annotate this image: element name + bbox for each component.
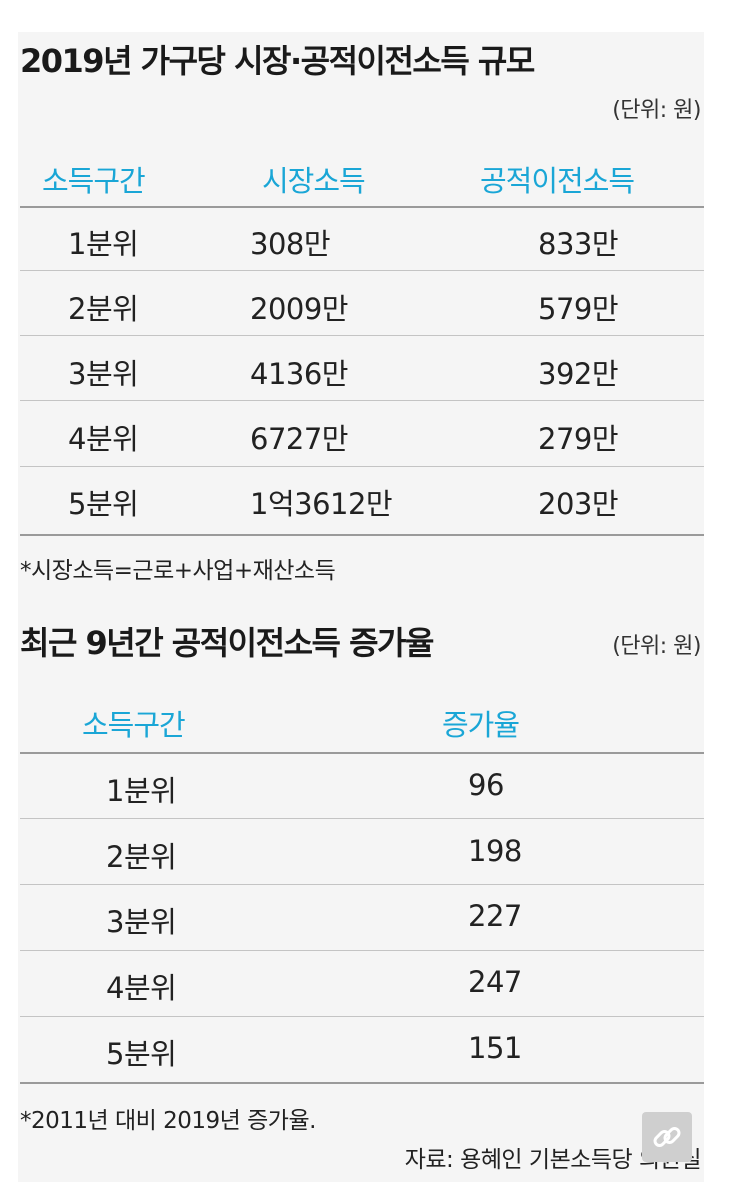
- table1-header-bracket: 소득구간: [42, 164, 146, 198]
- row-market: 6727만: [250, 422, 348, 456]
- row-rate: 198: [468, 834, 522, 868]
- table1-header-public: 공적이전소득: [480, 164, 635, 198]
- row-market: 2009만: [250, 292, 348, 326]
- row-divider: [20, 884, 704, 885]
- table2-bottom-rule: [20, 1082, 704, 1084]
- table1-header-market: 시장소득: [262, 164, 366, 198]
- row-rate: 247: [468, 965, 522, 999]
- table2-header-bracket: 소득구간: [82, 708, 186, 742]
- row-bracket: 5분위: [68, 487, 139, 521]
- table1-header-rule: [20, 206, 704, 208]
- row-bracket: 1분위: [106, 774, 177, 808]
- link-icon: [653, 1127, 681, 1147]
- row-bracket: 2분위: [68, 292, 139, 326]
- row-public: 579만: [538, 292, 619, 326]
- row-bracket: 4분위: [106, 971, 177, 1005]
- row-divider: [20, 400, 704, 401]
- infographic-card: [18, 32, 704, 1182]
- row-divider: [20, 270, 704, 271]
- row-bracket: 1분위: [68, 227, 139, 261]
- table1-title: 2019년 가구당 시장·공적이전소득 규모: [20, 42, 535, 80]
- row-divider: [20, 1016, 704, 1017]
- table2-header-rule: [20, 752, 704, 754]
- row-public: 392만: [538, 357, 619, 391]
- link-button[interactable]: [642, 1112, 692, 1162]
- row-rate: 151: [468, 1031, 522, 1065]
- row-market: 4136만: [250, 357, 348, 391]
- row-bracket: 4분위: [68, 422, 139, 456]
- row-bracket: 5분위: [106, 1037, 177, 1071]
- row-divider: [20, 335, 704, 336]
- row-divider: [20, 818, 704, 819]
- row-rate: 227: [468, 899, 522, 933]
- table2-header-rate: 증가율: [442, 708, 520, 742]
- row-divider: [20, 466, 704, 467]
- row-market: 308만: [250, 227, 331, 261]
- row-public: 203만: [538, 487, 619, 521]
- row-bracket: 2분위: [106, 840, 177, 874]
- row-rate: 96: [468, 768, 504, 802]
- table1-footnote: *시장소득=근로+사업+재산소득: [20, 558, 336, 584]
- table2-title: 최근 9년간 공적이전소득 증가율: [20, 624, 434, 662]
- row-public: 833만: [538, 227, 619, 261]
- table2-unit: (단위: 원): [612, 634, 701, 659]
- table1-bottom-rule: [20, 534, 704, 536]
- row-divider: [20, 950, 704, 951]
- row-bracket: 3분위: [68, 357, 139, 391]
- table2-footnote: *2011년 대비 2019년 증가율.: [20, 1108, 316, 1134]
- row-bracket: 3분위: [106, 905, 177, 939]
- row-public: 279만: [538, 422, 619, 456]
- row-market: 1억3612만: [250, 487, 393, 521]
- table1-unit: (단위: 원): [612, 98, 701, 123]
